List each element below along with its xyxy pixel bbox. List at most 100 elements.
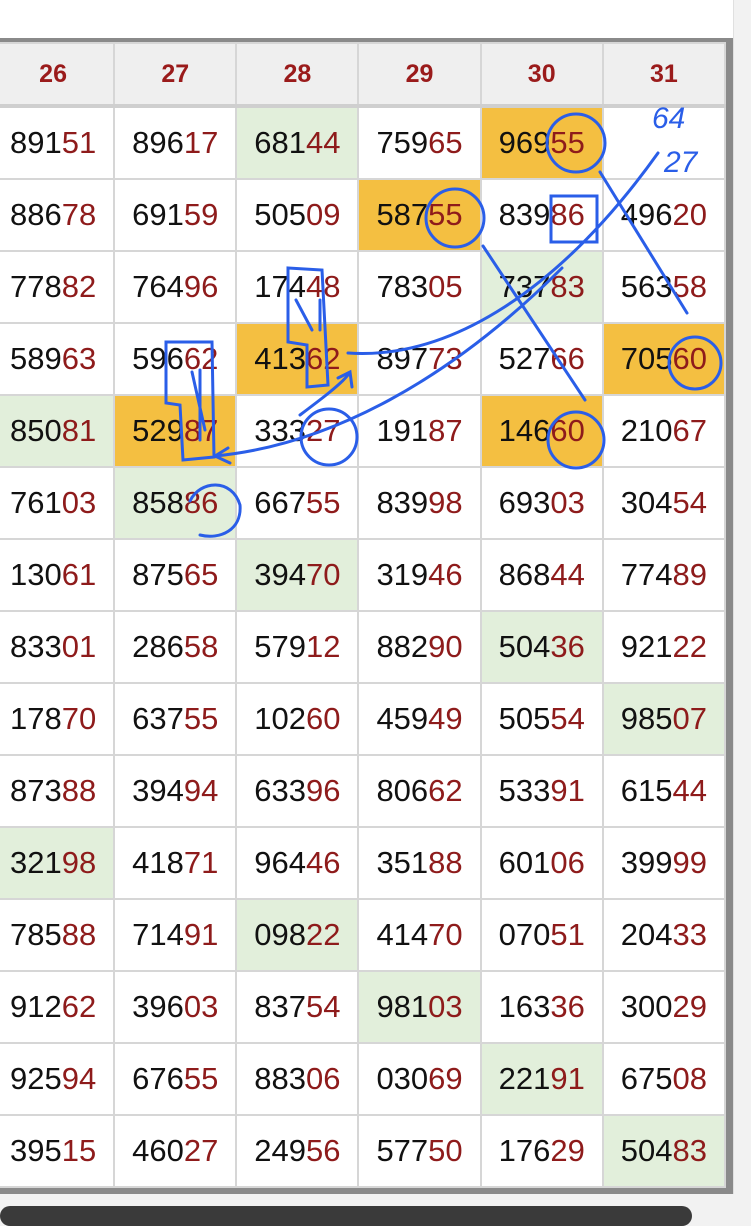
number-last-two-digits: 48 (306, 269, 341, 304)
number-last-two-digits: 03 (428, 989, 463, 1024)
number-prefix: 504 (620, 1133, 673, 1168)
number-last-two-digits: 61 (61, 557, 97, 592)
number-last-two-digits: 62 (61, 989, 97, 1024)
column-header-31: 31 (601, 42, 727, 108)
table-cell: 67655 (113, 1042, 238, 1116)
table-cell: 83986 (479, 178, 604, 252)
number-last-two-digits: 70 (306, 557, 341, 592)
table-cell: 50509 (235, 178, 360, 252)
number-last-two-digits: 03 (61, 485, 97, 520)
table-cell: 39494 (113, 754, 238, 828)
number-last-two-digits: 87 (428, 413, 463, 448)
table-row: 83301 28658 57912 88290 50436 92122 (0, 610, 727, 684)
table-cell: 67508 (601, 1042, 727, 1116)
table-row: 13061 87565 39470 31946 86844 77489 (0, 538, 727, 612)
number-prefix: 587 (376, 197, 429, 232)
number-prefix: 969 (498, 125, 551, 160)
number-last-two-digits: 03 (183, 989, 219, 1024)
horizontal-scrollbar[interactable] (0, 1206, 692, 1226)
number-prefix: 981 (376, 989, 429, 1024)
number-prefix: 883 (254, 1061, 307, 1096)
number-prefix: 714 (132, 917, 184, 952)
table-cell: 39515 (0, 1114, 116, 1188)
table-cell: 39470 (235, 538, 360, 612)
number-last-two-digits: 58 (183, 629, 219, 664)
number-last-two-digits: 33 (672, 917, 707, 952)
table-row: 58963 59662 41362 89773 52766 70560 (0, 322, 727, 396)
number-prefix: 896 (132, 125, 184, 160)
table-cell: 56358 (601, 250, 727, 324)
table-cell: 50436 (479, 610, 604, 684)
number-last-two-digits: 67 (672, 413, 707, 448)
number-last-two-digits: 51 (61, 125, 97, 160)
number-last-two-digits: 60 (306, 701, 341, 736)
number-prefix: 833 (9, 629, 62, 664)
number-last-two-digits: 36 (550, 629, 585, 664)
number-prefix: 563 (620, 269, 673, 304)
column-header-26: 26 (0, 42, 116, 108)
number-prefix: 858 (132, 485, 184, 520)
table-cell: 63396 (235, 754, 360, 828)
table-row: 17870 63755 10260 45949 50554 98507 (0, 682, 727, 756)
number-last-two-digits: 71 (183, 845, 219, 880)
table-cell: 03069 (357, 1042, 482, 1116)
number-prefix: 693 (498, 485, 551, 520)
table-cell: 69159 (113, 178, 238, 252)
number-prefix: 873 (9, 773, 62, 808)
number-prefix: 395 (9, 1133, 62, 1168)
number-prefix: 964 (254, 845, 307, 880)
number-last-two-digits: 69 (428, 1061, 463, 1096)
table-cell: 41470 (357, 898, 482, 972)
results-table: 26 27 28 29 30 31 89151 89617 68144 75965 96955 88… (0, 42, 727, 1188)
table-cell: 50554 (479, 682, 604, 756)
table-row: 39515 46027 24956 57750 17629 50483 (0, 1114, 727, 1188)
number-prefix: 676 (132, 1061, 184, 1096)
number-prefix: 394 (132, 773, 184, 808)
table-cell: 07051 (479, 898, 604, 972)
number-prefix: 897 (376, 341, 429, 376)
table-cell: 61544 (601, 754, 727, 828)
table-cell: 87565 (113, 538, 238, 612)
table-cell: 88306 (235, 1042, 360, 1116)
table-cell: 30029 (601, 970, 727, 1044)
table-cell: 28658 (113, 610, 238, 684)
number-last-two-digits: 07 (672, 701, 707, 736)
number-prefix: 418 (132, 845, 184, 880)
number-last-two-digits: 15 (61, 1133, 97, 1168)
number-last-two-digits: 20 (672, 197, 707, 232)
number-prefix: 504 (498, 629, 551, 664)
table-row: 77882 76496 17448 78305 73783 56358 (0, 250, 727, 324)
table-cell: 14660 (479, 394, 604, 468)
number-prefix: 579 (254, 629, 307, 664)
right-margin (733, 0, 751, 1200)
number-last-two-digits: 44 (306, 125, 341, 160)
table-row: 91262 39603 83754 98103 16336 30029 (0, 970, 727, 1044)
table-cell: 41362 (235, 322, 360, 396)
table-cell: 96446 (235, 826, 360, 900)
number-last-two-digits: 65 (183, 557, 219, 592)
number-prefix: 413 (254, 341, 307, 376)
number-last-two-digits: 88 (61, 917, 97, 952)
table-cell: 39603 (113, 970, 238, 1044)
table-cell: 91262 (0, 970, 116, 1044)
number-prefix: 985 (620, 701, 673, 736)
number-prefix: 496 (620, 197, 673, 232)
table-cell: 41871 (113, 826, 238, 900)
table-cell: 87388 (0, 754, 116, 828)
table-cell: 46027 (113, 1114, 238, 1188)
number-last-two-digits: 12 (306, 629, 341, 664)
number-last-two-digits: 54 (550, 701, 585, 736)
number-prefix: 589 (9, 341, 62, 376)
number-prefix: 204 (620, 917, 673, 952)
number-prefix: 221 (498, 1061, 551, 1096)
number-last-two-digits: 60 (672, 341, 707, 376)
number-last-two-digits: 29 (550, 1133, 585, 1168)
table-cell: 68144 (235, 105, 360, 180)
number-prefix: 300 (620, 989, 673, 1024)
table-cell: 98507 (601, 682, 727, 756)
number-prefix: 615 (620, 773, 673, 808)
number-last-two-digits: 91 (550, 1061, 585, 1096)
number-last-two-digits: 98 (61, 845, 97, 880)
number-last-two-digits: 22 (306, 917, 341, 952)
number-prefix: 505 (254, 197, 307, 232)
